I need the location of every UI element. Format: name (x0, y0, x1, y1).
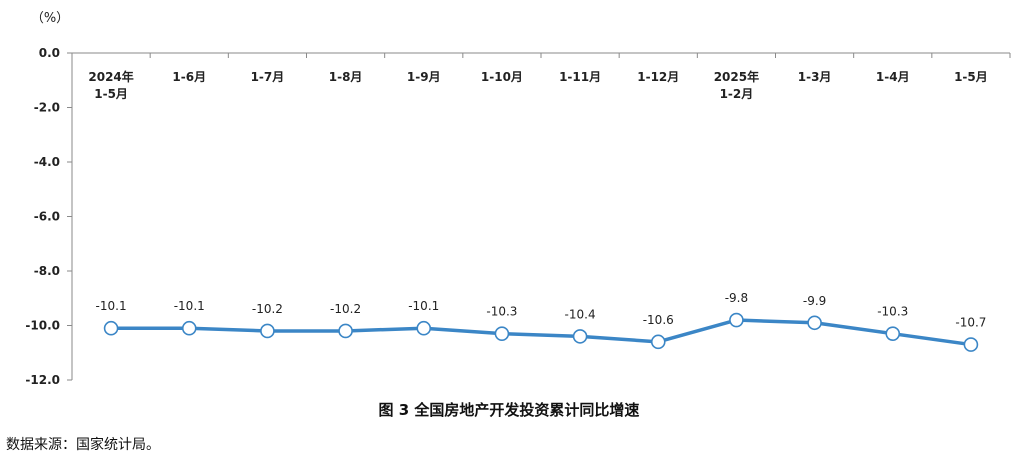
y-tick-label: -4.0 (34, 155, 60, 169)
x-category-label: 1-3月 (798, 70, 832, 84)
chart-caption: 图 3 全国房地产开发投资累计同比增速 (378, 401, 640, 419)
data-source-note: 数据来源：国家统计局。 (6, 437, 160, 453)
data-point (572, 329, 588, 344)
x-category-label: 1-8月 (329, 70, 363, 84)
y-unit-label: （%） (31, 11, 69, 26)
x-category-label: 1-4月 (876, 70, 910, 84)
y-tick-label: 0.0 (39, 46, 60, 60)
data-point (181, 320, 197, 336)
x-category-label: 1-11月 (559, 70, 601, 84)
x-category-label: 1-12月 (637, 70, 679, 84)
data-point (260, 323, 275, 339)
y-tick-label: -10.0 (25, 319, 60, 333)
data-label: -10.1 (96, 299, 127, 313)
data-point (729, 312, 744, 328)
y-tick-label: -8.0 (34, 264, 60, 278)
data-point (963, 337, 979, 352)
data-label: -10.3 (877, 305, 908, 319)
data-point (416, 320, 432, 336)
data-label: -10.2 (252, 302, 283, 316)
data-label: -10.2 (330, 302, 361, 316)
data-point (650, 334, 666, 350)
line-chart: （%） 0.0 -2.0 -4.0 -6.0 -8.0 -10.0 -12.0 2024年 1-5… (25, 11, 1011, 387)
x-category-label: 1-7月 (251, 70, 285, 84)
data-point (494, 326, 510, 341)
data-label: -10.6 (643, 313, 674, 327)
y-tick-label: -2.0 (34, 101, 60, 115)
data-label: -10.1 (174, 299, 205, 313)
x-category-label: 1-5月 (954, 70, 988, 84)
x-category-label: 2024年 1-5月 (88, 69, 133, 101)
data-point (807, 315, 822, 331)
x-category-label: 1-9月 (407, 70, 441, 84)
y-tick-label: -6.0 (34, 210, 60, 224)
x-category-label: 1-10月 (481, 70, 523, 84)
series-line (109, 318, 973, 347)
data-point (885, 326, 901, 341)
data-point (338, 323, 353, 339)
data-label: -10.4 (565, 307, 596, 321)
x-category-label: 2025年 1-2月 (714, 69, 759, 101)
data-label: -9.8 (725, 291, 748, 305)
data-label: -10.7 (955, 316, 986, 330)
y-tick-label: -12.0 (25, 373, 60, 387)
data-label: -10.3 (486, 305, 517, 319)
data-label: -9.9 (803, 294, 826, 308)
x-category-label: 1-6月 (172, 70, 206, 84)
data-point (103, 320, 119, 336)
data-label: -10.1 (408, 299, 439, 313)
